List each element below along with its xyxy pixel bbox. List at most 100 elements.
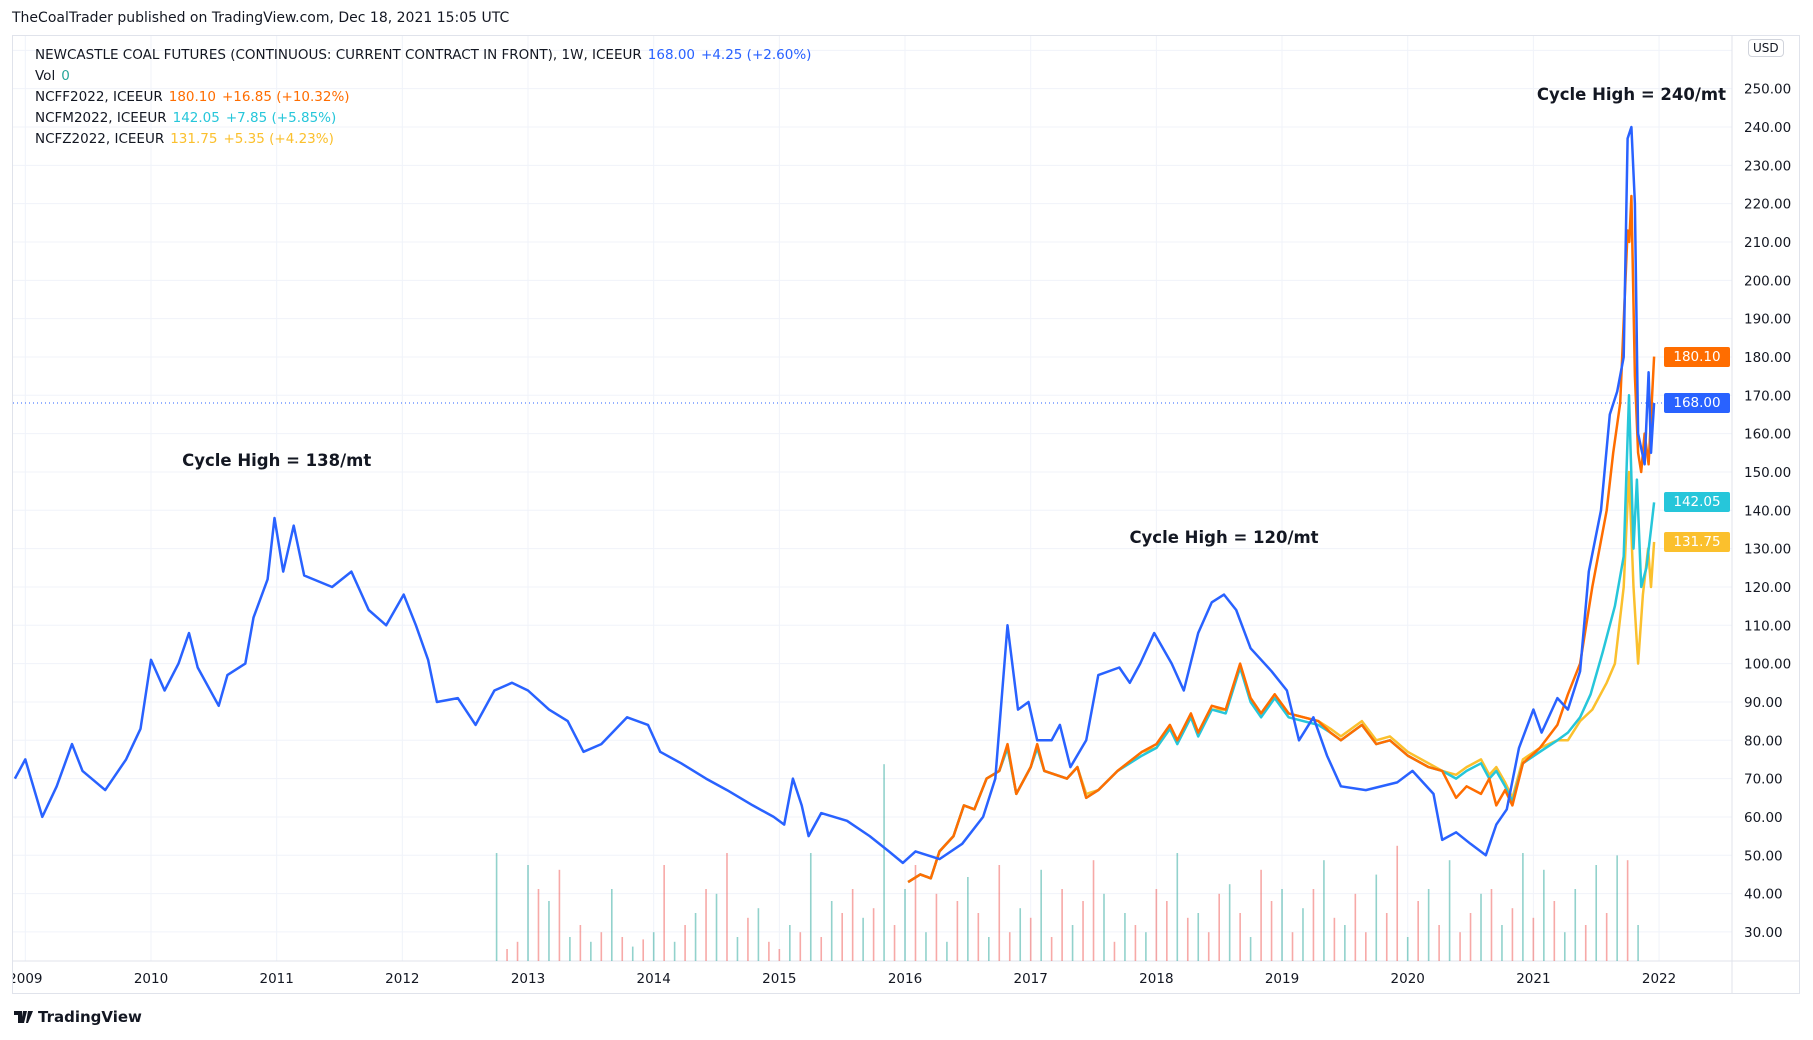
x-tick-label: 2021 [1516,971,1550,987]
volume-bar [1396,845,1399,961]
volume-bar [998,865,1001,961]
volume-bar [1291,932,1294,961]
legend-ncfm2022-change: +7.85 (+5.85%) [225,110,337,126]
volume-bar [548,901,550,961]
volume-bar [663,865,665,961]
volume-bar [516,941,519,961]
volume-bar [1417,901,1419,961]
volume-bar [799,932,802,961]
x-tick-label: 2020 [1391,971,1425,987]
volume-bar [590,941,592,961]
annotation-cycle-high-2021[interactable]: Cycle High = 240/mt [1536,85,1726,104]
tradingview-logo[interactable]: TradingView [14,1008,142,1026]
legend-ncfm2022[interactable]: NCFM2022, ICEEUR 142.05 +7.85 (+5.85%) [35,110,336,126]
y-tick-label: 110.00 [1744,618,1791,634]
volume-bar [1302,908,1304,961]
volume-bar [1344,925,1346,961]
volume-bar [537,889,540,961]
y-tick-label: 90.00 [1744,695,1783,711]
volume-bar [579,925,582,961]
series-line-0 [13,125,1656,865]
volume-bar [506,949,508,961]
legend-volume-name: Vol [35,68,56,84]
volume-bar [652,932,655,961]
x-tick-label: 2016 [888,971,922,987]
volume-bar [883,764,885,961]
volume-bar [1207,932,1210,961]
volume-bar [1574,889,1577,961]
volume-bar [1008,932,1011,961]
y-tick-label: 60.00 [1744,810,1783,826]
volume-bar [1469,913,1472,961]
currency-button[interactable]: USD [1748,39,1784,57]
y-tick-label: 140.00 [1744,503,1791,519]
volume-bar [956,901,959,961]
y-tick-label: 220.00 [1744,197,1791,213]
volume-bar [893,925,896,961]
volume-bar [851,889,854,961]
volume-bar [1239,913,1241,961]
volume-bar [705,889,707,961]
chart-frame[interactable]: 30.00 40.00 50.00 60.00 70.00 80.00 90.00 100.0… [12,35,1800,994]
y-tick-label: 190.00 [1744,312,1791,328]
legend-volume-value: 0 [61,68,70,84]
annotation-cycle-high-2011[interactable]: Cycle High = 138/mt [182,450,372,470]
legend-volume[interactable]: Vol 0 [35,68,70,84]
volume-bar [925,932,927,961]
volume-bar [1103,893,1105,961]
y-tick-label: 230.00 [1744,158,1791,174]
legend-main[interactable]: NEWCASTLE COAL FUTURES (CONTINUOUS: CURR… [35,47,811,63]
price-label-main: 168.00 [1664,392,1730,413]
x-tick-label: 2017 [1014,971,1048,987]
y-tick-label: 120.00 [1744,580,1791,596]
volume-bar [631,946,634,961]
volume-bar [1438,925,1440,961]
tradingview-logo-icon [14,1011,33,1023]
volume-bar [1281,889,1283,961]
volume-bar [1375,874,1378,961]
volume-bar [1050,937,1053,961]
volume-bar [872,908,875,961]
volume-bar [1124,913,1126,961]
volume-bar [988,937,990,961]
legend-ncff2022[interactable]: NCFF2022, ICEEUR 180.10 +16.85 (+10.32%) [35,89,350,105]
volume-bar [1354,893,1357,961]
legend-main-change: +4.25 (+2.60%) [701,47,812,63]
x-tick-label: 2012 [385,971,419,987]
volume-bar [1155,889,1158,961]
volume-bar [778,949,781,961]
volume-bar [1385,913,1388,961]
volume-bar [1459,932,1461,961]
volume-bar [1480,893,1482,961]
y-tick-label: 70.00 [1744,772,1783,788]
x-tick-label: 2022 [1642,971,1676,987]
legend-ncff2022-change: +16.85 (+10.32%) [221,89,350,105]
volume-bar [1511,908,1514,961]
y-tick-label: 130.00 [1744,542,1791,558]
volume-bar [1490,889,1493,961]
price-chart[interactable]: 30.00 40.00 50.00 60.00 70.00 80.00 90.00 100.0… [13,36,1800,994]
price-label-ncff2022: 180.10 [1664,346,1730,367]
volume-bar [747,917,749,961]
volume-bar [977,913,980,961]
series-line-1 [907,194,1656,884]
volume-bar [1584,925,1587,961]
volume-bar [1605,913,1608,961]
volume-bar [1197,913,1200,961]
volume-bar [1270,901,1273,961]
annotation-cycle-high-2018[interactable]: Cycle High = 120/mt [1129,527,1319,547]
x-tick-label: 2014 [637,971,671,987]
volume-bar [1522,853,1524,961]
volume-bar [946,941,948,961]
y-tick-label: 50.00 [1744,848,1783,864]
publisher-caption: TheCoalTrader published on TradingView.c… [12,10,510,26]
volume-bar [768,941,770,961]
legend-ncfm2022-value: 142.05 [172,110,220,126]
x-tick-label: 2009 [13,971,43,987]
volume-bar [1365,932,1367,961]
legend-ncfz2022[interactable]: NCFZ2022, ICEEUR 131.75 +5.35 (+4.23%) [35,131,334,147]
volume-bar [684,925,686,961]
volume-bar [1260,869,1262,961]
volume-bar [914,865,917,961]
volume-bar [1176,853,1179,961]
